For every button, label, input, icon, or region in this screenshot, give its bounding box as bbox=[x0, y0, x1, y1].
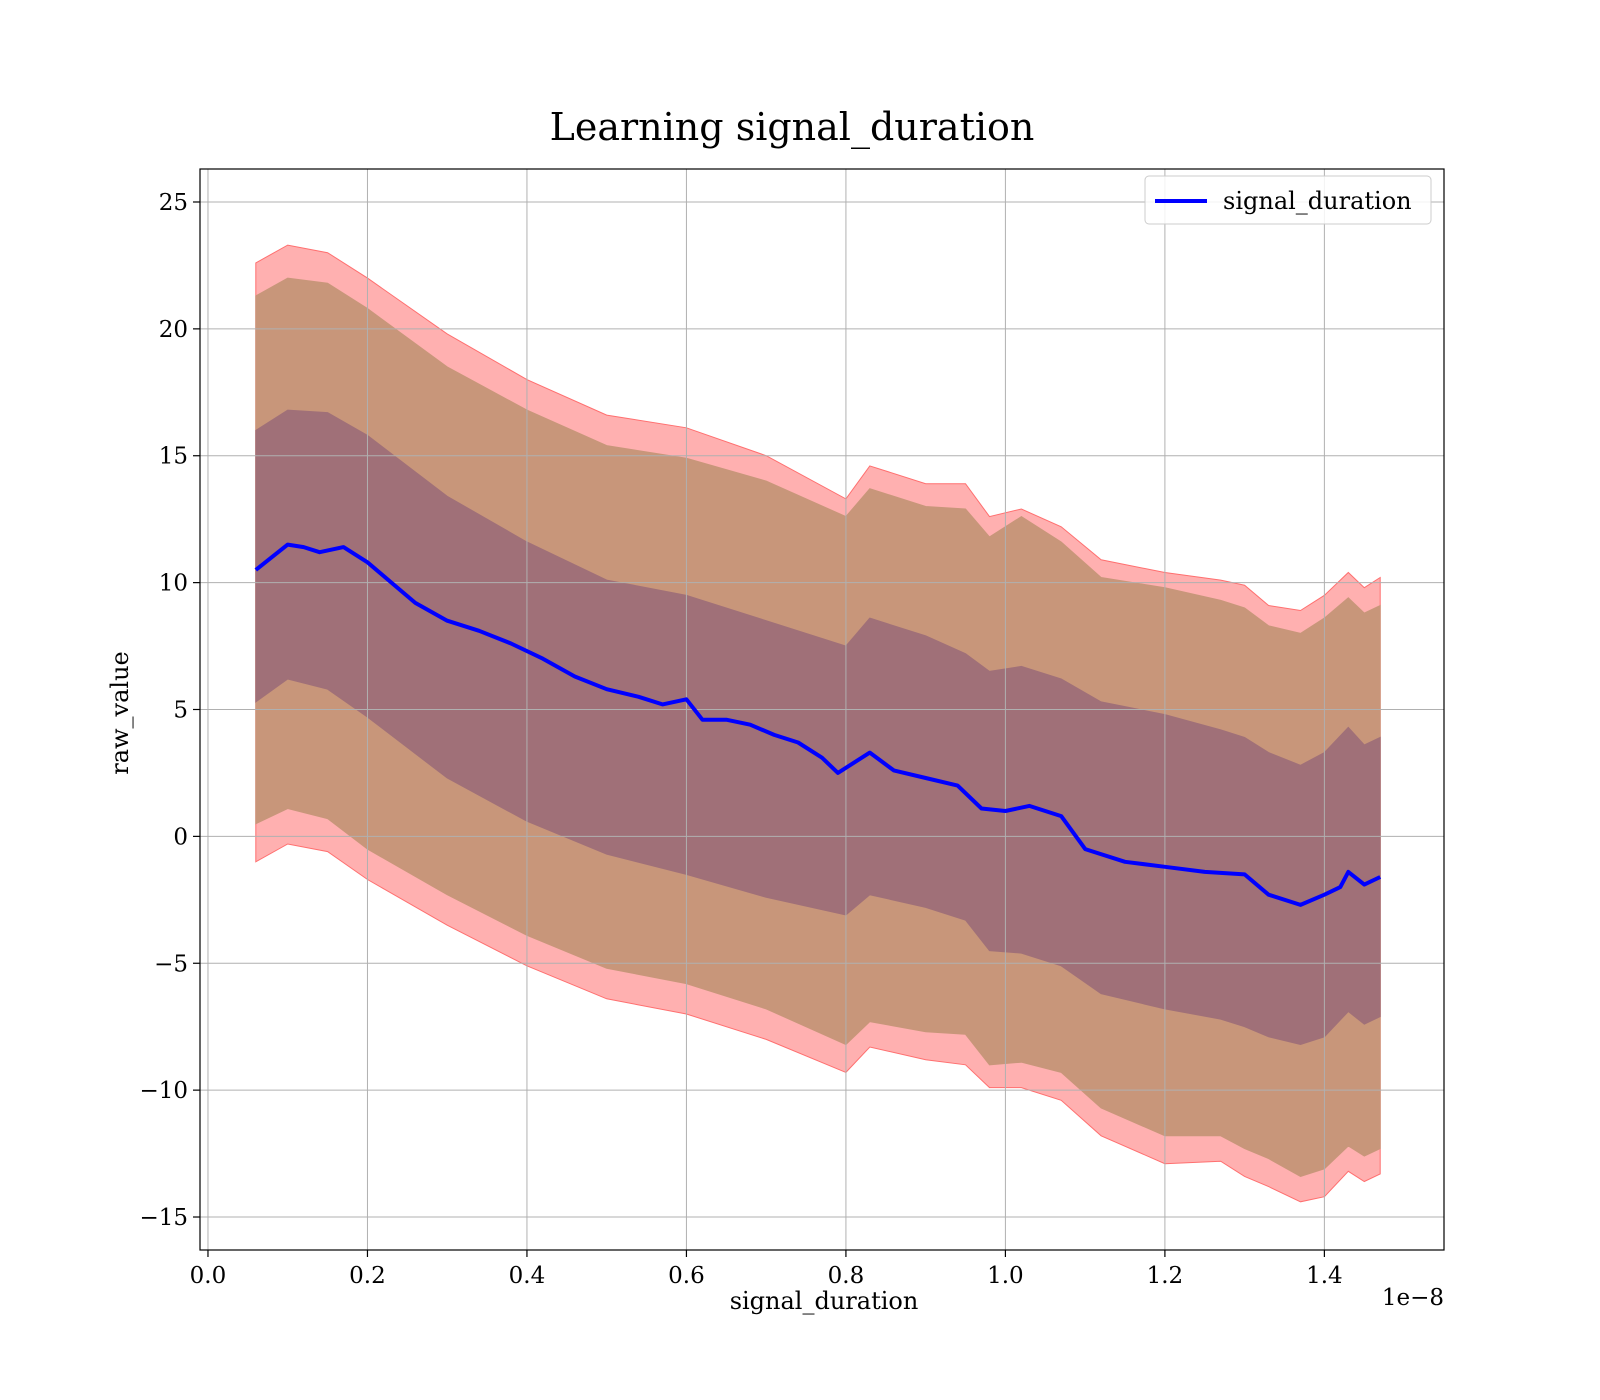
x-tick-label: 1.0 bbox=[987, 1263, 1024, 1289]
y-tick-label: 25 bbox=[159, 190, 188, 216]
y-tick-label: 20 bbox=[159, 317, 188, 343]
band-inner-band bbox=[255, 409, 1381, 1046]
y-tick-label: 0 bbox=[173, 824, 188, 850]
x-tick-label: 0.4 bbox=[509, 1263, 546, 1289]
y-tick-label: 15 bbox=[159, 444, 188, 470]
x-tick-label: 0.8 bbox=[828, 1263, 865, 1289]
y-axis-label: raw_value bbox=[106, 651, 134, 775]
x-tick-label: 0.6 bbox=[668, 1263, 705, 1289]
x-tick-label: 0.0 bbox=[190, 1263, 227, 1289]
x-tick-label: 0.2 bbox=[349, 1263, 386, 1289]
series-line-signal-duration bbox=[254, 542, 1382, 907]
chart-title: Learning signal_duration bbox=[550, 105, 1035, 150]
bands-layer bbox=[255, 244, 1381, 1203]
grid-layer bbox=[200, 169, 1444, 1250]
x-offset-label: 1e−8 bbox=[1382, 1285, 1444, 1311]
y-tick-label: 5 bbox=[173, 698, 188, 724]
ticks-layer: 0.0 0.2 0.4 0.6 0.8 1.0 1.2 1.4 25 20 15 10 5 0 −5 −10 −… bbox=[139, 190, 1342, 1289]
legend-label-signal-duration: signal_duration bbox=[1223, 187, 1412, 215]
legend: signal_duration bbox=[1144, 175, 1432, 225]
x-axis-label: signal_duration bbox=[730, 1287, 919, 1315]
legend-box bbox=[1144, 175, 1432, 225]
x-tick-label: 1.2 bbox=[1147, 1263, 1184, 1289]
series-layer bbox=[254, 542, 1382, 907]
y-tick-label: −15 bbox=[139, 1205, 188, 1231]
x-tick-label: 1.4 bbox=[1306, 1263, 1343, 1289]
y-tick-label: −5 bbox=[154, 951, 188, 977]
y-tick-label: 10 bbox=[159, 571, 188, 597]
y-tick-label: −10 bbox=[139, 1078, 188, 1104]
